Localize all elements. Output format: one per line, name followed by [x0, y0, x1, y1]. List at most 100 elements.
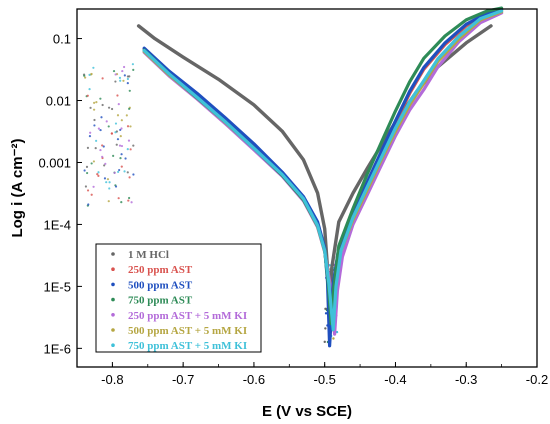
noise-point	[83, 74, 86, 77]
noise-point	[117, 102, 120, 106]
legend-marker	[111, 297, 115, 302]
noise-point	[103, 177, 107, 180]
x-tick-label: -0.4	[384, 372, 406, 387]
noise-point	[101, 155, 104, 158]
noise-point	[90, 162, 93, 165]
noise-point	[130, 201, 133, 204]
noise-point	[114, 80, 117, 83]
ecorr-point	[324, 312, 328, 315]
noise-point	[92, 185, 95, 188]
noise-point	[99, 148, 102, 152]
legend-box	[95, 243, 262, 353]
noise-point	[93, 101, 96, 104]
legend: 1 M HCl 250 ppm AST 500 ppm AST 750 ppm AST…	[95, 243, 262, 353]
noise-point	[122, 79, 125, 82]
noise-point	[84, 185, 88, 188]
noise-point	[85, 165, 89, 168]
noise-point	[128, 196, 131, 200]
plot-frame	[76, 8, 538, 368]
noise-point	[105, 181, 108, 184]
x-tick-label: -0.8	[101, 372, 123, 387]
noise-point	[93, 118, 96, 122]
x-axis-title: E (V vs SCE)	[262, 403, 352, 420]
noise-point	[128, 89, 131, 92]
noise-point	[126, 75, 130, 78]
legend-label: 250 ppm AST	[128, 264, 193, 276]
noise-point	[125, 114, 128, 117]
series-lines	[136, 6, 504, 348]
y-axis-title: Log i (A cm⁻²)	[9, 138, 26, 237]
x-tick-label: -0.7	[172, 372, 194, 387]
noise-point	[120, 201, 123, 204]
noise-point	[97, 127, 100, 130]
noise-point	[122, 65, 126, 69]
legend-marker	[111, 328, 115, 332]
noise-point	[97, 171, 100, 174]
noise-point	[97, 174, 100, 177]
noise-point	[110, 107, 114, 111]
noise-point	[90, 72, 93, 76]
x-tick-label: -0.3	[455, 372, 477, 387]
noise-point	[94, 147, 97, 150]
noise-point	[126, 171, 129, 174]
noise-point	[101, 144, 104, 147]
noise-point	[128, 107, 131, 110]
ecorr-point	[335, 330, 339, 334]
noise-point	[120, 144, 124, 148]
noise-point	[92, 108, 96, 111]
y-tick-label: 1E-4	[44, 217, 71, 232]
noise-point	[107, 200, 110, 203]
noise-point	[132, 173, 135, 176]
noise-point	[120, 165, 123, 168]
noise-point	[87, 203, 90, 206]
noise-point	[126, 77, 129, 81]
noise-point	[90, 193, 93, 196]
noise-point	[110, 132, 113, 135]
noise-point	[118, 144, 122, 147]
noise-point	[116, 94, 119, 97]
noise-point	[119, 79, 122, 82]
legend-label: 1 M HCl	[128, 249, 169, 261]
noise-point	[99, 128, 102, 132]
noise-point	[101, 103, 104, 107]
noise-point	[116, 138, 120, 141]
noise-point	[119, 157, 122, 160]
noise-point	[86, 94, 89, 97]
noise-point	[103, 164, 106, 167]
legend-marker	[111, 267, 115, 272]
legend-marker	[111, 282, 115, 287]
noise-point	[129, 148, 132, 151]
noise-point	[123, 170, 126, 173]
y-tick-label: 0.1	[53, 32, 71, 47]
noise-point	[101, 77, 104, 80]
legend-label: 250 ppm AST + 5 mM KI	[128, 310, 247, 322]
noise-point	[86, 189, 90, 192]
noise-point	[104, 162, 107, 165]
y-tick-label: 1E-5	[44, 279, 71, 294]
noise-point	[119, 128, 122, 132]
noise-point	[88, 73, 91, 76]
noise-point	[88, 88, 91, 91]
noise-point	[117, 197, 120, 200]
noise-point	[102, 145, 105, 148]
legend-label: 750 ppm AST	[128, 295, 193, 307]
noise-point	[88, 135, 92, 138]
ecorr-point	[332, 337, 335, 340]
noise-point	[127, 139, 131, 142]
y-tick-label: 0.01	[46, 94, 71, 109]
noise-point	[106, 178, 110, 181]
noise-point	[96, 173, 99, 176]
noise-point	[112, 69, 116, 73]
noise-point	[95, 139, 98, 142]
noise-point	[89, 106, 92, 109]
noise-point	[86, 146, 90, 149]
noise-point	[92, 66, 95, 69]
noise-point	[132, 68, 135, 71]
noise-point	[114, 185, 118, 188]
noise-point	[95, 101, 98, 104]
noise-point	[83, 169, 86, 172]
noise-point	[89, 131, 92, 134]
noise-point	[117, 170, 120, 174]
